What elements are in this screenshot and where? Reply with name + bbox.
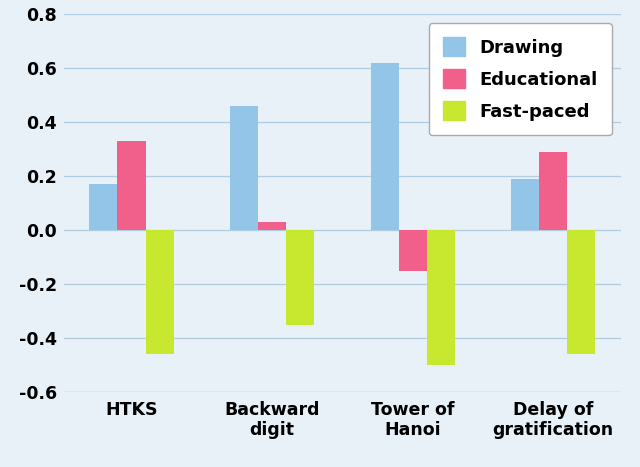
Bar xyxy=(568,230,595,354)
Bar xyxy=(90,184,117,230)
Bar xyxy=(427,230,455,365)
Bar xyxy=(371,63,399,230)
Bar xyxy=(117,141,145,230)
Bar xyxy=(230,106,258,230)
Bar xyxy=(258,222,286,230)
Bar xyxy=(286,230,314,325)
Legend: Drawing, Educational, Fast-paced: Drawing, Educational, Fast-paced xyxy=(429,23,612,135)
Bar xyxy=(145,230,173,354)
Bar xyxy=(399,230,427,271)
Bar xyxy=(540,152,568,230)
Bar xyxy=(511,179,540,230)
